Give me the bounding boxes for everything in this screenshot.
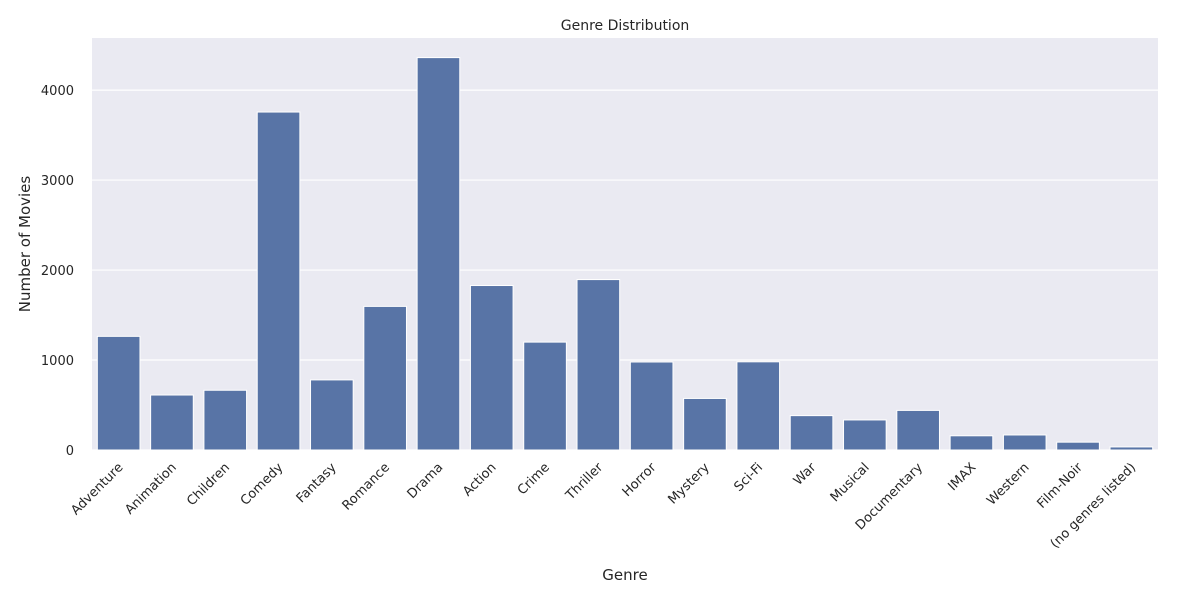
x-tick-label: Western xyxy=(984,460,1032,508)
bar-horror xyxy=(629,361,674,451)
chart-title: Genre Distribution xyxy=(561,18,690,34)
x-tick-label: Drama xyxy=(405,460,447,502)
x-tick-label: Romance xyxy=(340,460,393,513)
x-tick-label: Musical xyxy=(828,460,873,505)
bar-action xyxy=(469,285,514,451)
x-tick-label: Thriller xyxy=(563,460,607,504)
x-tick-label: Crime xyxy=(515,460,553,498)
bar-comedy xyxy=(256,111,301,451)
y-tick-label: 4000 xyxy=(41,84,74,99)
bar-film-noir xyxy=(1056,441,1100,451)
bar-no-genres-listed xyxy=(1109,446,1154,451)
bar-western xyxy=(1002,434,1047,451)
x-tick-label: Comedy xyxy=(238,460,287,509)
y-axis-ticks: 0 1000 2000 3000 4000 xyxy=(41,84,74,459)
bars-group xyxy=(96,57,1154,451)
y-tick-label: 1000 xyxy=(41,354,74,369)
bar-documentary xyxy=(896,409,940,451)
bar-crime xyxy=(523,341,567,451)
bar-mystery xyxy=(683,397,727,451)
y-tick-label: 0 xyxy=(66,444,74,459)
x-tick-label: Children xyxy=(184,460,233,509)
x-tick-label: Adventure xyxy=(68,460,126,518)
x-tick-label: Action xyxy=(460,460,499,499)
bar-thriller xyxy=(576,279,621,451)
bar-fantasy xyxy=(310,379,354,451)
y-tick-label: 2000 xyxy=(41,264,74,279)
bar-sci-fi xyxy=(736,361,781,451)
bar-children xyxy=(203,389,248,451)
bar-drama xyxy=(416,57,461,451)
x-axis-label: Genre xyxy=(602,566,647,584)
bar-musical xyxy=(843,419,887,451)
bar-war xyxy=(789,415,834,451)
x-tick-label: Mystery xyxy=(666,460,713,507)
bar-adventure xyxy=(96,335,141,451)
x-tick-label: Fantasy xyxy=(294,460,340,506)
x-tick-label: Animation xyxy=(122,460,179,517)
bar-romance xyxy=(363,305,407,451)
x-tick-label: Sci-Fi xyxy=(732,460,767,495)
x-tick-label: War xyxy=(791,460,820,489)
plot-area xyxy=(92,38,1158,450)
y-tick-label: 3000 xyxy=(41,174,74,189)
x-tick-label: Film-Noir xyxy=(1034,460,1086,512)
x-tick-label: IMAX xyxy=(945,460,979,494)
y-axis-label: Number of Movies xyxy=(16,176,34,313)
bar-animation xyxy=(150,394,194,451)
bar-imax xyxy=(949,435,994,451)
x-tick-label: Horror xyxy=(620,460,660,500)
